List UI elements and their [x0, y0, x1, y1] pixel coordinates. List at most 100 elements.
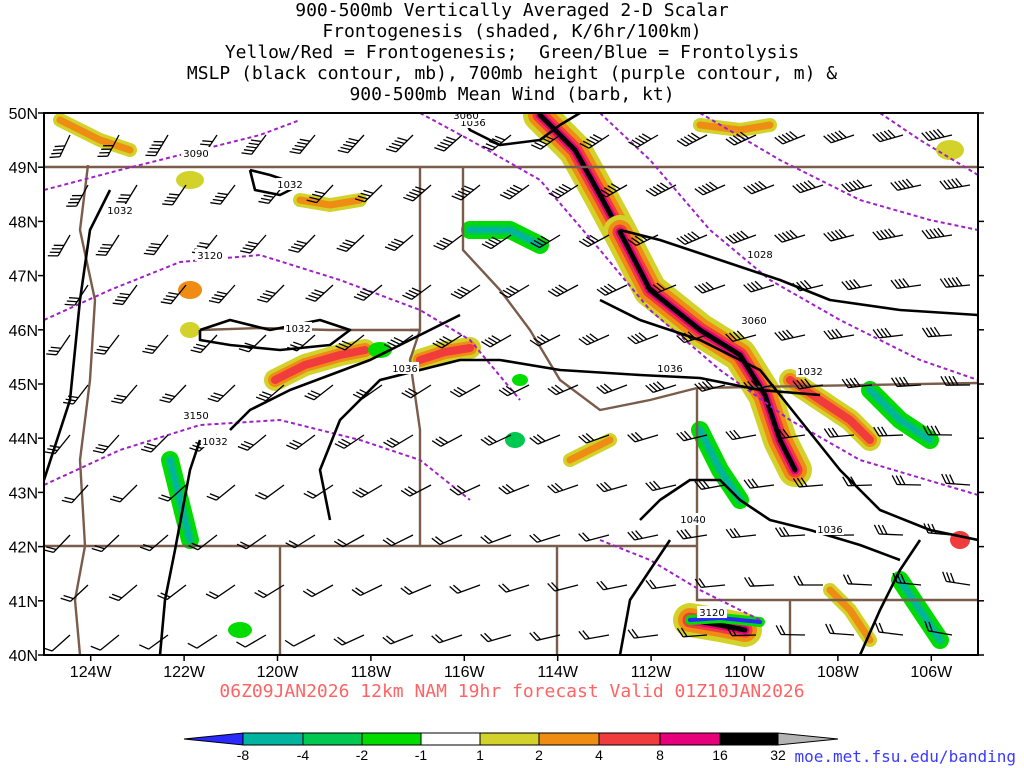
frontogenesis-band-wyoming — [779, 369, 881, 451]
lon-tick-label: 114W — [537, 664, 579, 681]
mslp-label: 1040 — [680, 515, 705, 526]
mslp-label: 1032 — [202, 437, 227, 448]
colorbar-label: -2 — [356, 747, 369, 763]
wind-barb — [66, 184, 89, 207]
wind-barb — [236, 634, 267, 648]
wind-barb — [157, 584, 187, 601]
wind-barb — [335, 334, 365, 351]
wind-barb — [627, 628, 659, 639]
wind-barb — [774, 428, 806, 439]
mslp-contour — [158, 439, 202, 655]
wind-barb — [284, 634, 316, 647]
mslp-contour — [44, 189, 112, 481]
colorbar-label: 2 — [535, 747, 543, 763]
wind-barb — [743, 478, 775, 489]
wind-barb — [694, 380, 726, 392]
wind-barb — [353, 284, 383, 301]
wind-barb — [382, 634, 414, 645]
lat-tick-label: 42N — [9, 540, 38, 557]
wind-barb — [694, 479, 726, 490]
frontogenesis-patch — [178, 281, 202, 299]
wind-barb — [921, 128, 953, 142]
wind-barb — [190, 334, 218, 354]
wind-barb — [94, 334, 120, 355]
frontogenesis-patch — [176, 171, 204, 189]
wind-barb — [205, 584, 236, 600]
credit-link[interactable]: moe.met.fsu.edu/banding — [794, 747, 1016, 766]
frontogenesis-band-central — [603, 215, 812, 487]
wind-barb — [676, 231, 708, 245]
wind-barb — [939, 276, 971, 288]
wind-barb — [676, 529, 708, 540]
wind-barb — [63, 384, 89, 405]
wind-barb — [431, 634, 463, 644]
frontogenesis-band-north-wa — [293, 193, 367, 212]
wind-barb — [334, 434, 365, 449]
wind-barb — [400, 484, 432, 497]
wind-barb — [187, 634, 218, 649]
title-line-4: MSLP (black contour, mb), 700mb height (… — [186, 63, 838, 84]
wind-barb — [547, 582, 579, 592]
colorbar-segment — [777, 732, 839, 746]
colorbar-segment — [479, 732, 540, 746]
wind-barb — [333, 634, 365, 646]
wind-barb — [596, 283, 628, 296]
mslp-label: 1032 — [107, 206, 132, 217]
wind-barb — [403, 184, 432, 202]
frontolysis-patch — [505, 432, 525, 448]
wind-barb — [694, 281, 726, 294]
frontogenesis-patch — [180, 322, 200, 338]
frontolysis-band-montana — [461, 221, 549, 254]
wind-barb — [354, 184, 383, 203]
wind-barb — [431, 434, 463, 447]
plot-title: 900-500mb Vertically Averaged 2-D Scalar… — [0, 0, 1024, 105]
wind-barb — [578, 433, 610, 444]
wind-barb — [47, 234, 71, 257]
mslp-contours — [44, 113, 978, 655]
lon-tick-label: 118W — [351, 664, 393, 681]
wind-barb — [92, 434, 120, 454]
colorbar-segment — [598, 732, 661, 746]
colorbar-segment — [242, 732, 304, 746]
wind-barb — [97, 134, 120, 158]
wind-barb — [627, 431, 659, 443]
wind-barb — [499, 284, 530, 298]
wind-barb — [744, 576, 775, 587]
wind-barb — [743, 379, 775, 391]
wind-barb — [578, 333, 610, 346]
wind-barb — [241, 134, 267, 155]
wind-barb — [351, 584, 383, 597]
wind-barb — [302, 584, 334, 598]
frontolysis-band-colorado — [891, 571, 949, 649]
wind-barb — [529, 334, 561, 347]
wind-barb — [645, 480, 677, 492]
wind-barb — [579, 134, 610, 149]
wind-barb — [921, 227, 953, 240]
wind-barb — [874, 622, 904, 636]
wind-barb — [841, 278, 873, 291]
title-line-1: 900-500mb Vertically Averaged 2-D Scalar — [295, 0, 729, 21]
wind-barb — [775, 625, 806, 636]
colorbar-segment — [420, 732, 481, 746]
wind-barb — [774, 526, 806, 538]
wind-barb — [923, 523, 953, 536]
wind-barb — [254, 584, 285, 599]
wind-barb — [111, 384, 138, 404]
title-line-5: 900-500mb Mean Wind (barb, kt) — [349, 84, 675, 105]
wind-barb — [239, 234, 267, 254]
wind-barb — [95, 234, 120, 256]
title-line-3: Yellow/Red = Frontogenesis; Green/Blue =… — [224, 42, 800, 63]
mslp-contour — [229, 313, 461, 431]
wind-barb — [892, 572, 922, 586]
wind-barb — [547, 482, 579, 494]
colorbar-label: -8 — [237, 747, 250, 763]
wind-barb — [498, 483, 530, 495]
frontolysis-patch — [512, 374, 528, 386]
colorbar-segment — [719, 732, 779, 746]
wind-barb — [529, 631, 561, 642]
wind-barb — [676, 132, 708, 147]
wind-barb — [434, 134, 463, 152]
wind-barb — [725, 429, 757, 441]
lon-tick-label: 108W — [817, 664, 860, 681]
wind-barb — [774, 130, 806, 145]
